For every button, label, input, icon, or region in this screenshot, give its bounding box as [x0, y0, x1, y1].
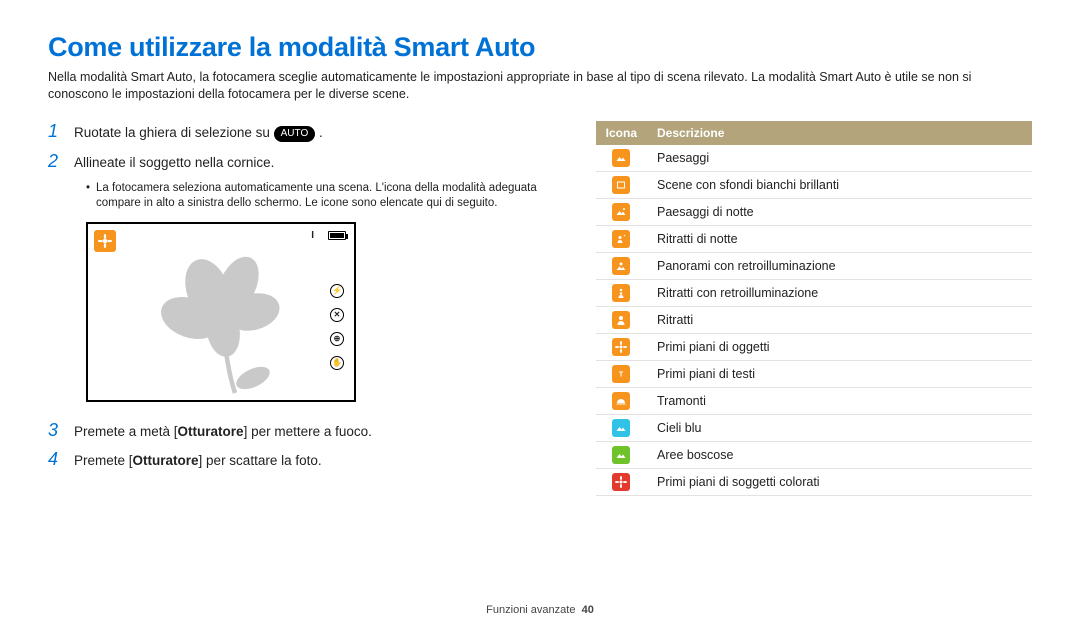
- step-number: 2: [48, 151, 64, 172]
- table-row: Ritratti di notte: [596, 225, 1032, 252]
- lcd-preview: I ⚡ ✕ ⊕ ✋: [86, 222, 356, 402]
- stabilize-icon: ✋: [330, 356, 344, 370]
- table-row: T Primi piani di testi: [596, 360, 1032, 387]
- step-text: Ruotate la ghiera di selezione su AUTO .: [74, 124, 323, 143]
- night-land-icon: [612, 203, 630, 221]
- s3-post: ] per mettere a fuoco.: [244, 424, 372, 439]
- step-2: 2 Allineate il soggetto nella cornice.: [48, 151, 560, 173]
- landscape-icon: [612, 149, 630, 167]
- icon-cell: [596, 468, 647, 495]
- step-3: 3 Premete a metà [Otturatore] per metter…: [48, 420, 560, 442]
- step1-pre: Ruotate la ghiera di selezione su: [74, 125, 274, 140]
- step-number: 4: [48, 449, 64, 470]
- battery-icon: [328, 231, 346, 240]
- table-row: Tramonti: [596, 387, 1032, 414]
- timer-icon: ✕: [330, 308, 344, 322]
- s4-pre: Premete [: [74, 453, 133, 468]
- table-row: Aree boscose: [596, 441, 1032, 468]
- back-port-icon: [612, 284, 630, 302]
- desc-cell: Cieli blu: [647, 414, 1032, 441]
- desc-cell: Primi piani di oggetti: [647, 333, 1032, 360]
- desc-cell: Primi piani di soggetti colorati: [647, 468, 1032, 495]
- icon-cell: [596, 333, 647, 360]
- table-row: Scene con sfondi bianchi brillanti: [596, 171, 1032, 198]
- desc-cell: Paesaggi di notte: [647, 198, 1032, 225]
- page-title: Come utilizzare la modalità Smart Auto: [48, 32, 1032, 63]
- content-columns: 1 Ruotate la ghiera di selezione su AUTO…: [48, 121, 1032, 496]
- right-column: Icona Descrizione PaesaggiScene con sfon…: [596, 121, 1032, 496]
- macro-text-icon: T: [612, 365, 630, 383]
- desc-cell: Paesaggi: [647, 145, 1032, 172]
- s4-bold: Otturatore: [133, 453, 199, 468]
- footer-label: Funzioni avanzate: [486, 604, 575, 616]
- svg-text:T: T: [619, 371, 624, 378]
- step-text: Allineate il soggetto nella cornice.: [74, 154, 274, 173]
- sky-icon: [612, 419, 630, 437]
- icon-cell: [596, 414, 647, 441]
- page-footer: Funzioni avanzate 40: [0, 604, 1080, 616]
- flash-icon: ⚡: [330, 284, 344, 298]
- table-row: Primi piani di soggetti colorati: [596, 468, 1032, 495]
- desc-cell: Scene con sfondi bianchi brillanti: [647, 171, 1032, 198]
- table-row: Ritratti: [596, 306, 1032, 333]
- th-desc: Descrizione: [647, 121, 1032, 145]
- desc-cell: Ritratti con retroilluminazione: [647, 279, 1032, 306]
- icon-cell: [596, 279, 647, 306]
- s3-pre: Premete a metà [: [74, 424, 178, 439]
- desc-cell: Ritratti di notte: [647, 225, 1032, 252]
- auto-badge: AUTO: [274, 126, 316, 142]
- step-number: 1: [48, 121, 64, 142]
- desc-cell: Ritratti: [647, 306, 1032, 333]
- macro-icon: [612, 338, 630, 356]
- step1-post: .: [315, 125, 323, 140]
- step-number: 3: [48, 420, 64, 441]
- portrait-icon: [612, 311, 630, 329]
- icon-cell: [596, 145, 647, 172]
- flower-silhouette: [148, 246, 298, 396]
- table-row: Paesaggi di notte: [596, 198, 1032, 225]
- step-4: 4 Premete [Otturatore] per scattare la f…: [48, 449, 560, 471]
- s4-post: ] per scattare la foto.: [199, 453, 322, 468]
- step-1: 1 Ruotate la ghiera di selezione su AUTO…: [48, 121, 560, 143]
- night-port-icon: [612, 230, 630, 248]
- desc-cell: Primi piani di testi: [647, 360, 1032, 387]
- icon-cell: T: [596, 360, 647, 387]
- intro-paragraph: Nella modalità Smart Auto, la fotocamera…: [48, 69, 1032, 103]
- step-text: Premete [Otturatore] per scattare la fot…: [74, 452, 322, 471]
- table-row: Ritratti con retroilluminazione: [596, 279, 1032, 306]
- forest-icon: [612, 446, 630, 464]
- icon-cell: [596, 171, 647, 198]
- zoom-icon: ⊕: [330, 332, 344, 346]
- rec-indicator-icon: I: [311, 230, 314, 241]
- lcd-side-icons: ⚡ ✕ ⊕ ✋: [330, 284, 344, 370]
- color-macro-icon: [612, 473, 630, 491]
- icon-cell: [596, 441, 647, 468]
- table-row: Primi piani di oggetti: [596, 333, 1032, 360]
- step-2-sub: La fotocamera seleziona automaticamente …: [86, 181, 560, 212]
- mode-icon: [94, 230, 116, 252]
- icons-table: Icona Descrizione PaesaggiScene con sfon…: [596, 121, 1032, 496]
- page-number: 40: [582, 604, 594, 616]
- desc-cell: Tramonti: [647, 387, 1032, 414]
- desc-cell: Aree boscose: [647, 441, 1032, 468]
- desc-cell: Panorami con retroilluminazione: [647, 252, 1032, 279]
- icon-cell: [596, 252, 647, 279]
- s3-bold: Otturatore: [178, 424, 244, 439]
- icon-cell: [596, 198, 647, 225]
- step-text: Premete a metà [Otturatore] per mettere …: [74, 423, 372, 442]
- table-row: Paesaggi: [596, 145, 1032, 172]
- sunset-icon: [612, 392, 630, 410]
- icon-cell: [596, 387, 647, 414]
- icon-cell: [596, 225, 647, 252]
- backlight-icon: [612, 257, 630, 275]
- left-column: 1 Ruotate la ghiera di selezione su AUTO…: [48, 121, 560, 496]
- th-icon: Icona: [596, 121, 647, 145]
- table-row: Cieli blu: [596, 414, 1032, 441]
- white-bg-icon: [612, 176, 630, 194]
- icon-cell: [596, 306, 647, 333]
- table-row: Panorami con retroilluminazione: [596, 252, 1032, 279]
- lcd-status-bar: I: [311, 230, 346, 241]
